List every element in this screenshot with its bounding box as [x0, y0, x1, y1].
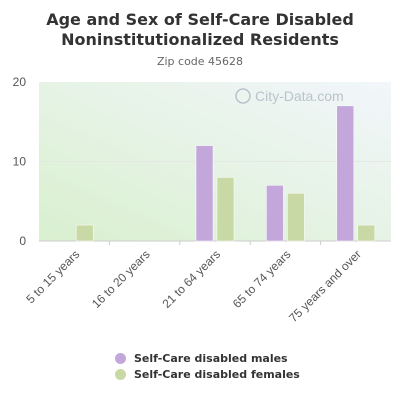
x-tick-label: 75 years and over	[286, 247, 364, 325]
x-tick-label: 21 to 64 years	[159, 247, 223, 311]
legend-label-females: Self-Care disabled females	[134, 367, 300, 381]
watermark: City-Data.com	[235, 88, 344, 104]
legend-swatch-females	[115, 368, 126, 380]
legend-label-males: Self-Care disabled males	[134, 351, 288, 365]
chart-title-text: Age and Sex of Self-Care Disabled Nonins…	[46, 10, 354, 49]
legend: Self-Care disabled males Self-Care disab…	[115, 350, 300, 382]
bar-females	[216, 177, 235, 242]
bar-males	[195, 145, 214, 242]
y-tick-label: 10	[13, 155, 27, 169]
watermark-logo-icon	[235, 88, 251, 104]
legend-item-females: Self-Care disabled females	[115, 366, 300, 382]
legend-item-males: Self-Care disabled males	[115, 350, 300, 366]
bar-females	[357, 224, 376, 242]
y-tick-label: 0	[19, 234, 26, 248]
chart-title: Age and Sex of Self-Care Disabled Nonins…	[0, 10, 400, 50]
chart-subtitle: Zip code 45628	[156, 55, 244, 68]
watermark-text: City-Data.com	[255, 88, 344, 104]
bar-males	[266, 185, 284, 242]
bar-females	[75, 224, 94, 242]
x-tick-label: 65 to 74 years	[230, 247, 294, 311]
x-tick-label: 5 to 15 years	[23, 247, 82, 306]
bar-females	[287, 193, 305, 242]
bar-males	[336, 105, 355, 242]
x-tick-label: 16 to 20 years	[89, 247, 153, 311]
legend-swatch-males	[115, 352, 126, 364]
y-tick-label: 20	[13, 75, 27, 89]
